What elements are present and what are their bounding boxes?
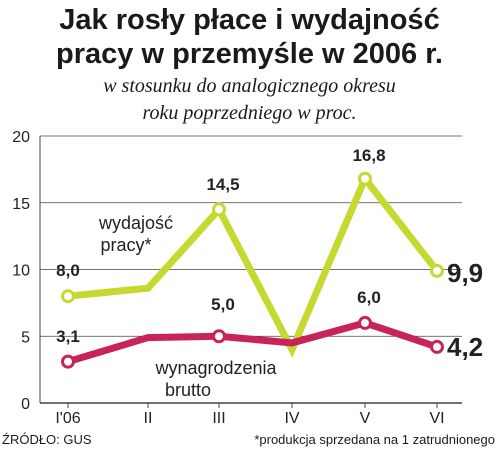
- y-tick-label: 20: [12, 129, 30, 146]
- data-label: 8,0: [56, 261, 80, 280]
- data-label: 14,5: [206, 175, 239, 194]
- y-tick-label: 5: [21, 329, 30, 346]
- data-label: 9,9: [447, 258, 483, 288]
- chart-subtitle-line1: w stosunku do analogicznego okresu: [103, 75, 396, 97]
- x-tick-label: V: [360, 410, 371, 427]
- source-note: ŹRÓDŁO: GUS: [2, 432, 92, 447]
- data-label: 5,0: [211, 295, 235, 314]
- data-label: 4,2: [447, 332, 483, 362]
- x-tick-label: II: [144, 410, 153, 427]
- x-tick-label: III: [212, 410, 225, 427]
- x-tick-label: VI: [429, 410, 444, 427]
- data-point-marker: [430, 339, 444, 354]
- series-label: wydajość: [98, 213, 173, 233]
- data-point-marker: [358, 315, 372, 330]
- data-label: 6,0: [357, 288, 381, 307]
- data-point-marker: [430, 263, 444, 278]
- y-tick-label: 10: [12, 263, 30, 280]
- x-tick-label: IV: [284, 410, 299, 427]
- series-label: wynagrodzenia: [154, 358, 277, 378]
- series-line: [66, 319, 439, 365]
- data-label: 3,1: [56, 327, 80, 346]
- chart-subtitle-line2: roku poprzedniego w proc.: [142, 102, 357, 124]
- data-point-marker: [61, 289, 75, 304]
- x-tick-label: I'06: [55, 410, 80, 427]
- footnote: *produkcja sprzedana na 1 zatrudnionego: [254, 432, 495, 447]
- data-point-marker: [61, 354, 75, 369]
- data-label: 16,8: [352, 146, 385, 165]
- chart-title-line1: Jak rosły płace i wydajność: [59, 4, 440, 36]
- y-tick-label: 0: [21, 396, 30, 413]
- data-point-marker: [212, 202, 226, 217]
- series-line: [67, 171, 440, 358]
- y-tick-label: 15: [12, 196, 30, 213]
- chart-title-line2: pracy w przemyśle w 2006 r.: [56, 38, 443, 70]
- series-label: brutto: [165, 380, 211, 400]
- data-point-marker: [358, 171, 372, 186]
- data-point-marker: [212, 329, 226, 344]
- series-label: pracy*: [100, 235, 151, 255]
